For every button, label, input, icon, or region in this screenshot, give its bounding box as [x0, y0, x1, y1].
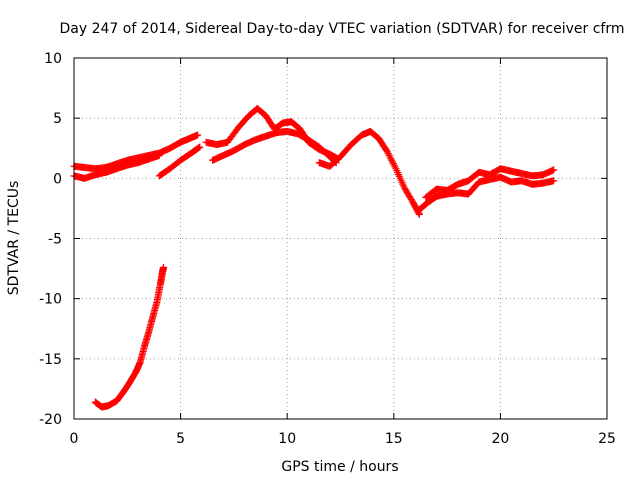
plot-frame [73, 57, 608, 420]
series-main-trace-lower [70, 151, 163, 182]
data-point [387, 155, 395, 163]
data-point [160, 263, 168, 271]
data-point [386, 153, 394, 161]
y-tick-label: -15 [39, 352, 62, 368]
data-point [194, 131, 202, 139]
series-late-band [415, 173, 558, 214]
x-tick-label: 15 [385, 431, 403, 447]
series-arc-low [91, 263, 168, 411]
data-point [195, 144, 203, 152]
data-point [390, 161, 398, 169]
data-point [383, 148, 391, 156]
x-tick-label: 20 [491, 431, 509, 447]
series-mid-upper [202, 105, 342, 163]
x-tick-label: 25 [598, 431, 616, 447]
y-tick-label: 5 [53, 111, 62, 127]
axis-ticks [73, 57, 608, 420]
x-tick-label: 5 [176, 431, 185, 447]
chart-title: Day 247 of 2014, Sidereal Day-to-day VTE… [60, 21, 625, 37]
data-point [194, 144, 202, 152]
y-tick-label: 10 [44, 51, 62, 67]
x-axis-label: GPS time / hours [281, 459, 398, 475]
y-tick-label: 0 [53, 171, 62, 187]
data-point [415, 209, 423, 217]
data-point [383, 147, 391, 155]
data-point [385, 151, 393, 159]
series-late-band-upper [422, 165, 558, 202]
y-tick-label: -20 [39, 412, 62, 428]
grid [74, 58, 607, 419]
data-point [196, 143, 204, 151]
y-tick-label: -5 [48, 232, 62, 248]
y-tick-labels: -20 -15 -10 -5 0 5 10 [39, 51, 62, 428]
data-point [389, 158, 397, 166]
data-point [384, 150, 392, 158]
series-rise-segment [155, 143, 204, 180]
data-point [391, 163, 399, 171]
data-point [550, 166, 558, 174]
y-tick-label: -10 [39, 292, 62, 308]
y-axis-label: SDTVAR / TECUs [6, 181, 22, 296]
x-tick-labels: 0 5 10 15 20 25 [70, 431, 616, 447]
data-point [389, 160, 397, 168]
x-tick-label: 0 [70, 431, 79, 447]
data-marks [70, 105, 558, 411]
data-point [550, 177, 558, 185]
x-tick-label: 10 [278, 431, 296, 447]
data-point [388, 156, 396, 164]
data-point [155, 151, 163, 159]
series-evening-hump [315, 127, 423, 218]
